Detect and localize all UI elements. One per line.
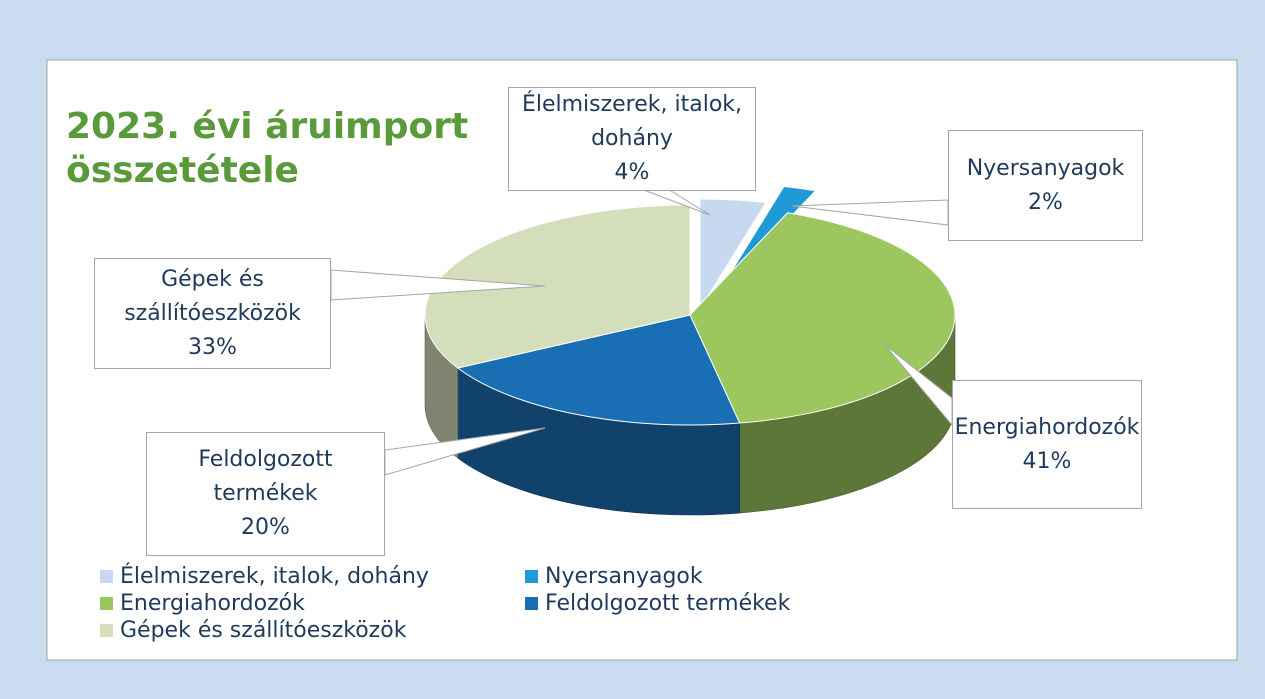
- label-name: Feldolgozott termékek: [198, 447, 333, 506]
- label-value: 33%: [188, 334, 237, 360]
- data-label: Gépek és szállítóeszközök 33%: [94, 258, 331, 369]
- slice: [689, 212, 956, 424]
- legend-swatch: [100, 570, 113, 583]
- legend-item: Gépek és szállítóeszközök: [100, 618, 406, 643]
- label-value: 2%: [1028, 189, 1063, 215]
- legend-label: Élelmiszerek, italok, dohány: [120, 564, 429, 589]
- legend-item: Feldolgozott termékek: [525, 591, 790, 616]
- data-label: Energiahordozók 41%: [952, 380, 1142, 509]
- label-name: Energiahordozók: [954, 414, 1140, 440]
- callout-pointer: [384, 427, 546, 476]
- slice: [699, 198, 767, 311]
- legend-label: Energiahordozók: [120, 591, 305, 616]
- legend-swatch: [525, 597, 538, 610]
- legend-label: Feldolgozott termékek: [545, 591, 791, 616]
- slice: [456, 314, 741, 426]
- label-name: Élelmiszerek, italok, dohány: [521, 92, 743, 151]
- legend-item: Élelmiszerek, italok, dohány: [100, 564, 429, 589]
- chart-title: 2023. évi áruimport összetétele: [66, 106, 469, 191]
- legend-swatch: [525, 570, 538, 583]
- label-value: 20%: [241, 515, 290, 540]
- legend-swatch: [100, 624, 113, 637]
- slice: [424, 204, 691, 369]
- label-name: Nyersanyagok: [966, 155, 1125, 181]
- legend-label: Gépek és szállítóeszközök: [120, 618, 407, 643]
- label-value: 4%: [614, 160, 650, 185]
- data-label: Feldolgozott termékek 20%: [146, 432, 385, 556]
- legend-label: Nyersanyagok: [545, 564, 703, 589]
- legend-item: Energiahordozók: [100, 591, 305, 616]
- legend-swatch: [100, 597, 113, 610]
- data-label: Élelmiszerek, italok, dohány 4%: [508, 87, 756, 191]
- callout-pointer: [330, 269, 546, 301]
- legend-item: Nyersanyagok: [525, 564, 703, 589]
- label-value: 41%: [1022, 448, 1072, 474]
- label-name: Gépek és szállítóeszközök: [124, 266, 301, 326]
- data-label: Nyersanyagok 2%: [948, 130, 1143, 241]
